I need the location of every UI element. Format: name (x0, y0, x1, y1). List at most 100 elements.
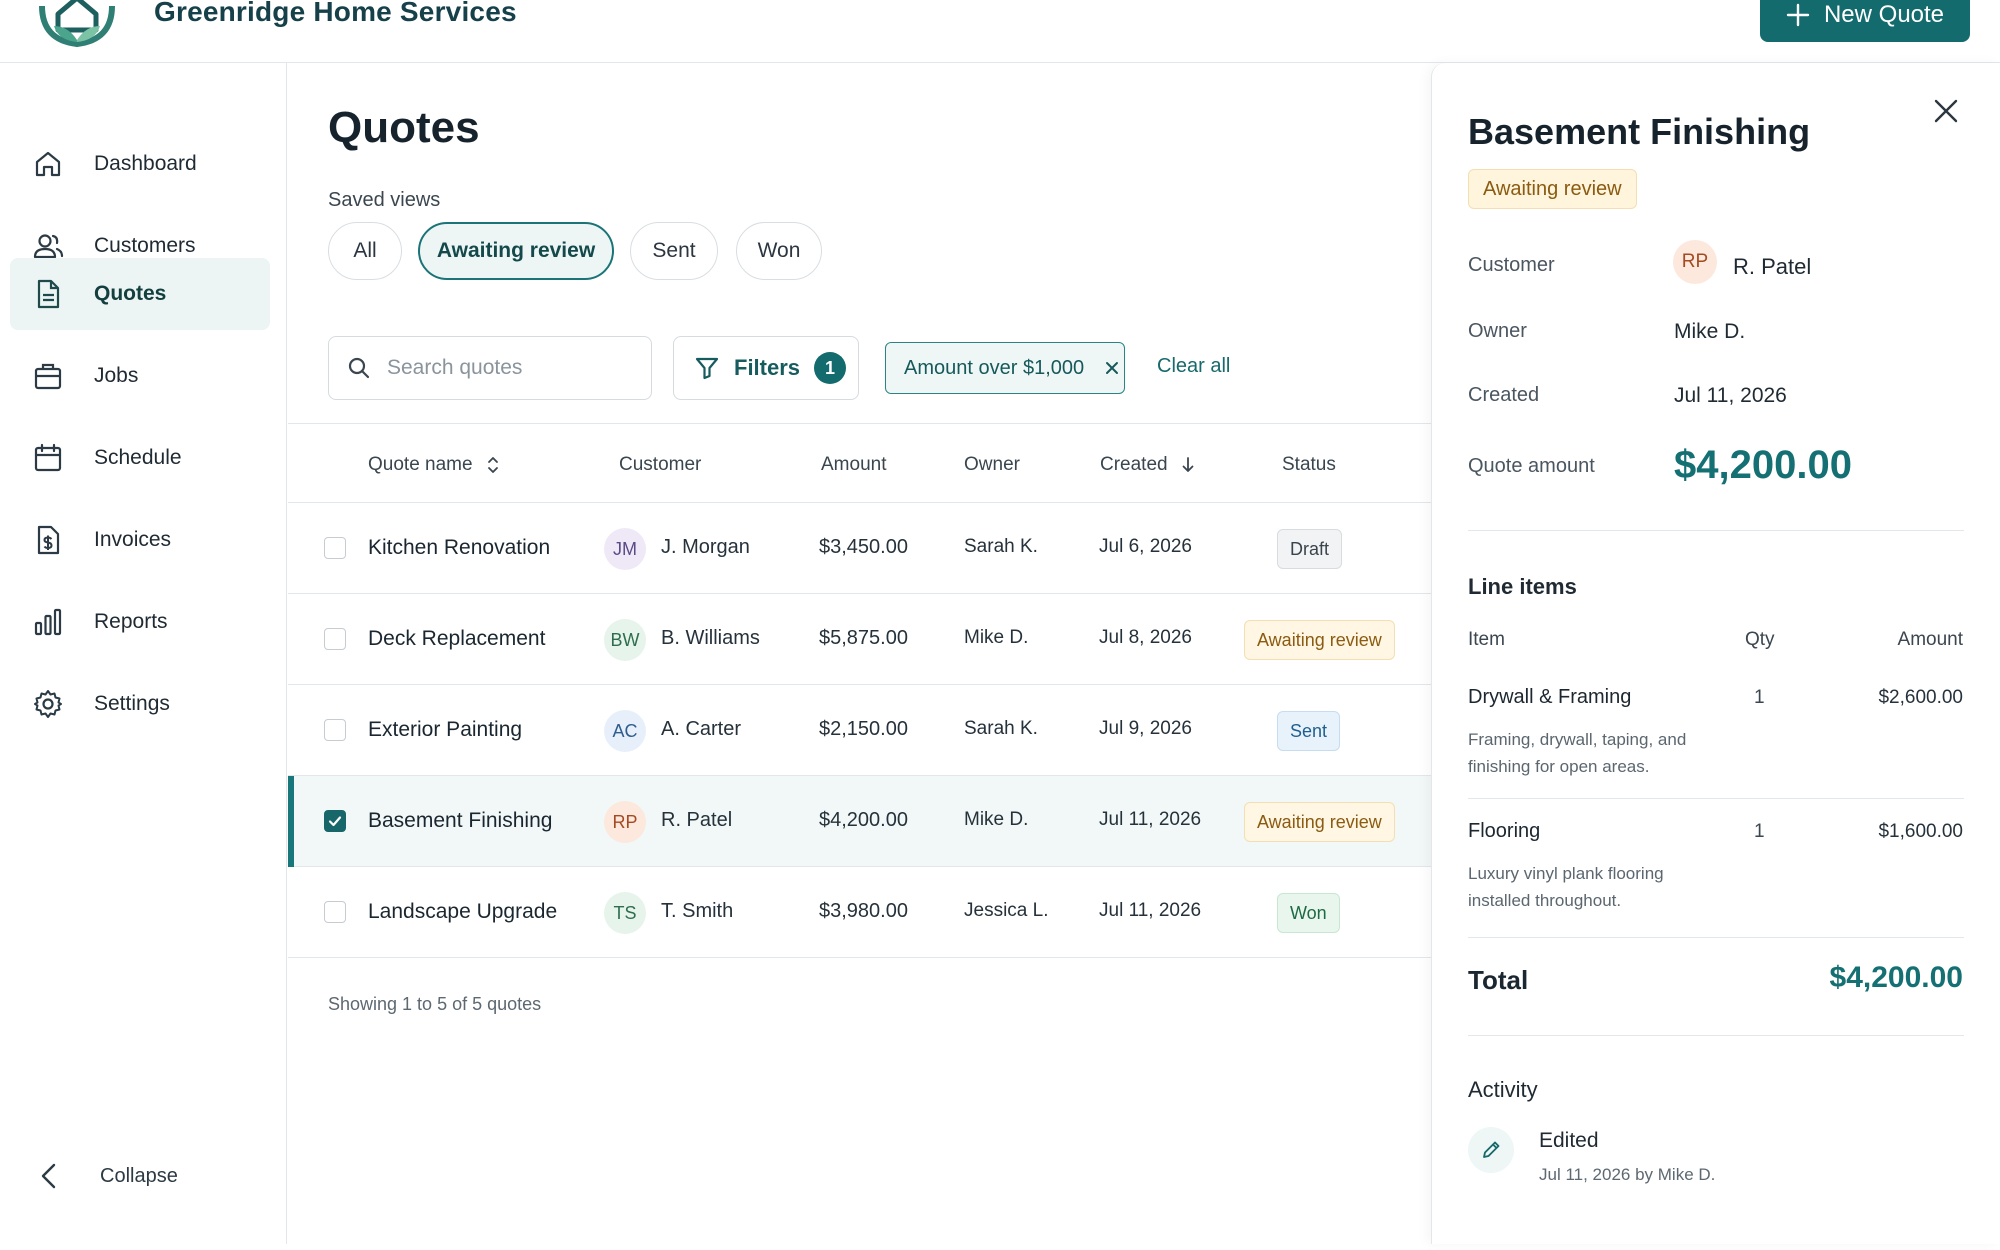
clear-all-link[interactable]: Clear all (1157, 355, 1231, 377)
search-input[interactable] (387, 356, 627, 380)
quote-amount: $4,200.00 (819, 809, 908, 831)
created-date: Jul 8, 2026 (1099, 627, 1192, 648)
divider (1468, 530, 1964, 531)
line-item-qty: 1 (1754, 821, 1765, 842)
sidebar-item-dashboard[interactable]: Dashboard (10, 128, 270, 200)
divider (1468, 1035, 1964, 1036)
invoice-dollar-icon (37, 525, 60, 555)
users-icon (33, 234, 64, 259)
close-icon[interactable] (1932, 97, 1960, 125)
line-item-name: Flooring (1468, 820, 1541, 842)
brand-logo (39, 0, 115, 48)
column-header-customer[interactable]: Customer (619, 454, 701, 476)
active-filter-chip: Amount over $1,000 (885, 342, 1125, 394)
table-row-selected[interactable]: Basement Finishing RP R. Patel $4,200.00… (288, 776, 1431, 867)
checkmark-icon (328, 816, 342, 827)
filters-button[interactable]: Filters 1 (673, 336, 859, 400)
column-header-owner[interactable]: Owner (964, 454, 1020, 476)
line-item-name: Drywall & Framing (1468, 686, 1632, 708)
quote-name: Basement Finishing (368, 809, 553, 832)
table-row[interactable]: Exterior Painting AC A. Carter $2,150.00… (288, 685, 1431, 776)
sidebar-item-quotes[interactable]: Quotes (10, 258, 270, 330)
collapse-button[interactable]: Collapse (36, 1161, 178, 1191)
view-chip-sent[interactable]: Sent (630, 222, 718, 280)
search-box (328, 336, 652, 400)
brand-name: Greenridge Home Services (154, 0, 517, 27)
quote-owner: Sarah K. (964, 536, 1038, 557)
line-item-amount: $2,600.00 (1878, 687, 1963, 708)
customer-name: T. Smith (661, 900, 734, 922)
sidebar-item-label: Quotes (94, 282, 167, 305)
quote-amount-label: Quote amount (1468, 455, 1595, 477)
table-row[interactable]: Kitchen Renovation JM J. Morgan $3,450.0… (288, 503, 1431, 594)
sidebar-item-jobs[interactable]: Jobs (10, 340, 270, 412)
sidebar-item-reports[interactable]: Reports (10, 586, 270, 658)
status-badge: Awaiting review (1468, 169, 1637, 209)
activity-title: Activity (1468, 1077, 1538, 1102)
owner-value: Mike D. (1674, 320, 1746, 343)
total-value: $4,200.00 (1829, 961, 1963, 994)
row-checkbox[interactable] (324, 901, 346, 923)
sidebar-item-invoices[interactable]: Invoices (10, 504, 270, 576)
row-checkbox[interactable] (324, 537, 346, 559)
sidebar-item-label: Settings (94, 692, 170, 715)
calendar-icon (34, 443, 62, 472)
sidebar: Dashboard Customers Quotes Jobs Schedule… (0, 63, 287, 1244)
view-chip-won[interactable]: Won (736, 222, 822, 280)
activity-icon (1468, 1127, 1514, 1173)
plus-icon (1786, 3, 1810, 27)
line-items-header-qty: Qty (1745, 629, 1775, 650)
search-icon (348, 357, 370, 379)
created-date: Jul 11, 2026 (1099, 809, 1202, 830)
customer-name: A. Carter (661, 718, 742, 740)
sidebar-item-customers[interactable]: Customers (10, 210, 270, 282)
quote-owner: Jessica L. (964, 900, 1049, 921)
view-chip-awaiting-review[interactable]: Awaiting review (418, 222, 614, 280)
customer-name: J. Morgan (661, 536, 750, 558)
filters-count-badge: 1 (814, 352, 847, 384)
view-chip-all[interactable]: All (328, 222, 402, 280)
page-title: Quotes (328, 103, 480, 152)
created-date: Jul 11, 2026 (1099, 900, 1202, 921)
row-checkbox[interactable] (324, 719, 346, 741)
pencil-icon (1483, 1141, 1500, 1158)
row-checkbox-checked[interactable] (324, 810, 346, 832)
collapse-label: Collapse (100, 1164, 178, 1187)
quote-owner: Mike D. (964, 809, 1029, 830)
divider (1468, 937, 1964, 938)
quote-name: Landscape Upgrade (368, 900, 558, 923)
created-value: Jul 11, 2026 (1674, 384, 1787, 407)
document-icon (37, 279, 60, 309)
home-icon (35, 151, 61, 177)
quote-owner: Sarah K. (964, 718, 1038, 739)
status-badge: Draft (1277, 529, 1343, 569)
sidebar-item-label: Invoices (94, 528, 172, 551)
column-header-label: Status (1282, 454, 1336, 475)
column-header-quote-name[interactable]: Quote name (368, 454, 501, 476)
column-header-created[interactable]: Created (1100, 454, 1196, 476)
status-badge: Sent (1277, 711, 1341, 751)
quote-amount: $3,450.00 (819, 536, 908, 558)
total-label: Total (1468, 965, 1529, 995)
column-header-label: Customer (619, 454, 702, 475)
filter-funnel-icon (695, 357, 719, 380)
line-item-qty: 1 (1754, 687, 1765, 708)
column-header-amount[interactable]: Amount (821, 454, 886, 476)
quote-owner: Mike D. (964, 627, 1029, 648)
active-filter-label: Amount over $1,000 (904, 356, 1085, 379)
sidebar-item-settings[interactable]: Settings (10, 668, 270, 740)
quote-name: Deck Replacement (368, 627, 546, 650)
sidebar-item-schedule[interactable]: Schedule (10, 422, 270, 494)
line-item-amount: $1,600.00 (1878, 821, 1963, 842)
table-row[interactable]: Landscape Upgrade TS T. Smith $3,980.00 … (288, 867, 1431, 958)
quote-amount-value: $4,200.00 (1674, 443, 1852, 487)
created-date: Jul 9, 2026 (1099, 718, 1192, 739)
new-quote-button[interactable]: New Quote (1760, 0, 1970, 42)
column-header-status[interactable]: Status (1282, 454, 1336, 476)
sidebar-item-label: Customers (94, 234, 196, 257)
row-checkbox[interactable] (324, 628, 346, 650)
remove-filter-close-icon[interactable] (1104, 360, 1120, 376)
table-row[interactable]: Deck Replacement BW B. Williams $5,875.0… (288, 594, 1431, 685)
line-item-description: Luxury vinyl plank flooring installed th… (1468, 864, 1664, 910)
quote-name: Kitchen Renovation (368, 536, 551, 559)
